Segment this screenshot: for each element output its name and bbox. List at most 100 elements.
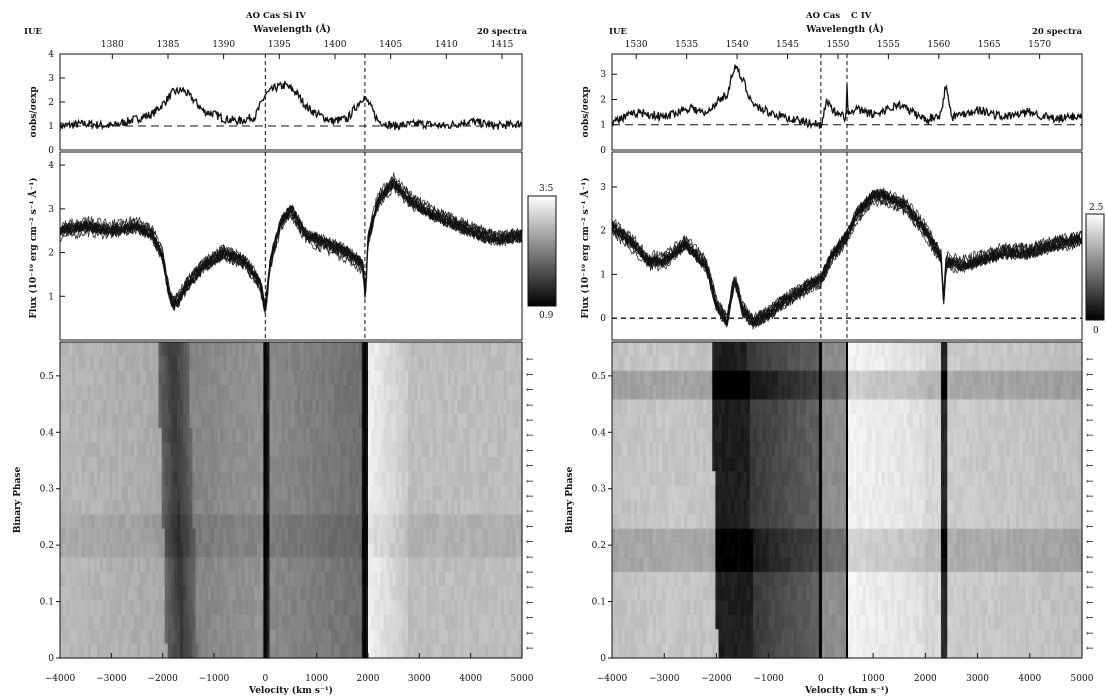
spectrum-cell: [183, 385, 187, 401]
spectrum-cell: [868, 428, 873, 444]
spectrum-cell: [1069, 399, 1074, 415]
spectrum-cell: [275, 342, 280, 357]
spectrum-cell: [269, 629, 274, 645]
spectrum-cell: [771, 399, 776, 415]
spectrum-cell: [127, 629, 132, 645]
spectrum-cell: [63, 586, 67, 602]
spectrum-cell: [291, 500, 295, 515]
spectrum-cell: [167, 413, 172, 429]
spectrum-cell: [340, 456, 344, 472]
spectrum-cell: [324, 629, 329, 645]
spectrum-cell: [167, 528, 172, 544]
spectrum-cell: [201, 342, 206, 357]
spectrum-cell: [63, 428, 67, 444]
spectrum-cell: [183, 399, 187, 415]
spectrum-cell: [84, 629, 89, 645]
spectrum-cell: [618, 342, 622, 357]
spectrum-cell: [1003, 356, 1008, 372]
spectrum-cell: [152, 485, 157, 501]
spectrum-cell: [1047, 370, 1052, 386]
spectrum-cell: [690, 442, 695, 458]
spectrum-cell: [75, 399, 80, 415]
spectrum-cell: [346, 485, 351, 501]
spectrum-cell: [491, 614, 495, 630]
spectrum-cell: [500, 442, 505, 458]
spectrum-cell: [1028, 356, 1033, 372]
spectrum-cell: [78, 514, 83, 530]
spectrum-cell: [872, 456, 876, 472]
spectrum-cell: [321, 442, 326, 458]
spectrum-cell: [727, 442, 732, 458]
spectrum-cell: [149, 514, 153, 530]
spectrum-cell: [655, 471, 660, 487]
spectrum-cell: [837, 471, 842, 487]
spectrum-cell: [420, 528, 425, 544]
spectrum-cell: [696, 442, 701, 458]
spectrum-cell: [414, 643, 418, 659]
spectrum-cell: [796, 385, 801, 401]
spectrum-cell: [903, 385, 908, 401]
spectrum-cell: [324, 514, 329, 530]
spectrum-cell: [250, 528, 255, 544]
spectrum-cell: [309, 413, 314, 429]
spectrum-cell: [800, 356, 804, 372]
spectrum-cell: [337, 571, 341, 587]
spectrum-cell: [247, 528, 252, 544]
spectrum-cell: [60, 600, 64, 616]
spectrum-cell: [445, 442, 449, 458]
spectrum-cell: [140, 456, 144, 472]
spectrum-cell: [386, 629, 391, 645]
spectrum-cell: [321, 629, 326, 645]
wavelength-tick-label-6: 1410: [435, 40, 458, 50]
spectrum-cell: [509, 557, 514, 573]
spectrum-cell: [778, 342, 782, 357]
spectrum-cell: [912, 370, 917, 386]
spectrum-cell: [355, 629, 360, 645]
spectrum-cell: [312, 543, 317, 559]
spectrum-cell: [834, 399, 839, 415]
spectrum-cell: [457, 586, 461, 602]
wavelength-tick-label-4: 1400: [324, 40, 347, 50]
spectrum-cell: [472, 356, 477, 372]
spectrum-cell: [192, 614, 197, 630]
spectrum-cell: [229, 600, 234, 616]
spectrum-cell: [303, 586, 307, 602]
spectrum-cell: [665, 471, 669, 487]
spectrum-cell: [167, 586, 172, 602]
spectrum-cell: [966, 413, 970, 429]
spectrum-cell: [1000, 456, 1005, 472]
spectrum-cell: [364, 456, 369, 472]
spectrum-cell: [420, 370, 425, 386]
spectrum-cell: [451, 528, 455, 544]
spectrum-cell: [859, 413, 864, 429]
spectrum-cell: [1016, 356, 1020, 372]
spectrum-cell: [503, 586, 508, 602]
spectrum-cell: [112, 370, 117, 386]
spectrum-cell: [865, 471, 870, 487]
spectrum-cell: [324, 571, 329, 587]
spectrum-cell: [361, 413, 366, 429]
spectrum-cell: [177, 370, 181, 386]
spectrum-cell: [294, 399, 298, 415]
spectrum-cell: [244, 370, 249, 386]
spectrum-cell: [238, 471, 243, 487]
spectrum-cell: [321, 370, 326, 386]
spectrum-cell: [133, 557, 138, 573]
spectrum-cell: [272, 356, 277, 372]
spectrum-cell: [1056, 413, 1061, 429]
spectrum-cell: [494, 471, 498, 487]
spectrum-cell: [491, 471, 495, 487]
spectrum-cell: [195, 413, 200, 429]
spectrum-cell: [715, 456, 720, 472]
spectrum-cell: [414, 385, 418, 401]
spectrum-cell: [232, 514, 237, 530]
spectrum-cell: [368, 471, 372, 487]
spectrum-cell: [503, 643, 508, 659]
spectrum-cell: [441, 500, 446, 515]
spectrum-cell: [201, 485, 206, 501]
spectrum-cell: [890, 428, 895, 444]
spectrum-cell: [509, 428, 514, 444]
spectrum-cell: [189, 643, 194, 659]
spectrum-cell: [93, 514, 98, 530]
spectrum-cell: [398, 528, 403, 544]
